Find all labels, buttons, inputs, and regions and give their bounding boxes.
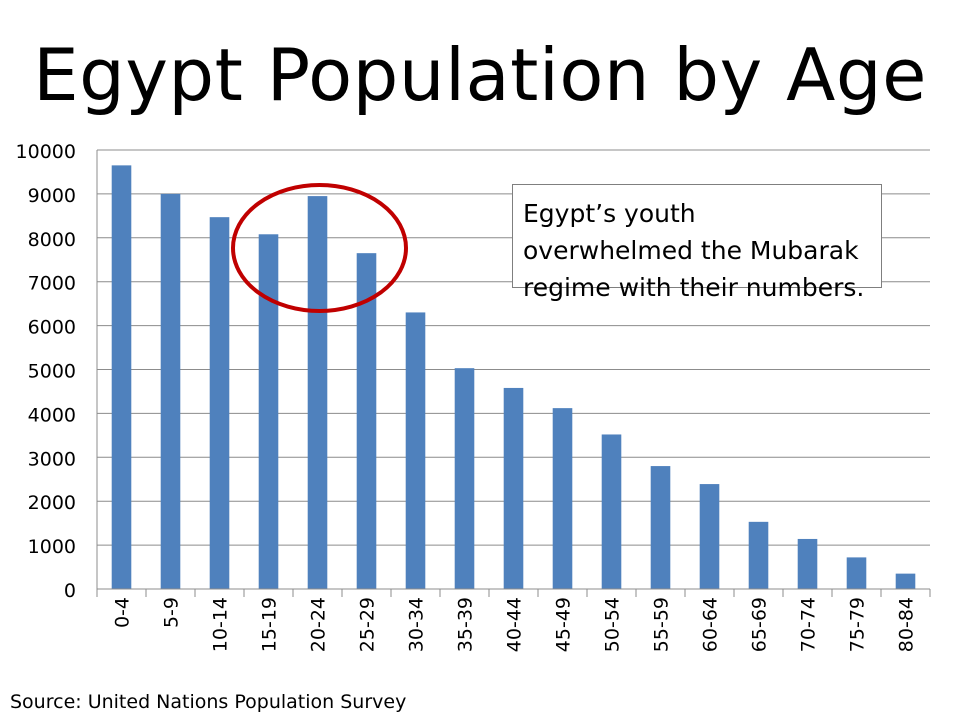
x-tick-label: 0-4 (112, 597, 134, 628)
y-tick-label: 6000 (28, 317, 76, 339)
y-tick-label: 9000 (28, 185, 76, 207)
x-tick-label: 75-79 (847, 597, 869, 652)
highlight-ellipse (231, 183, 408, 313)
bar-25-29 (356, 253, 377, 590)
y-axis-ticks: 0 1000 2000 3000 4000 5000 6000 7000 8000 9000 100… (16, 141, 76, 602)
x-tick-label: 5-9 (161, 597, 183, 628)
bar-40-44 (503, 387, 524, 589)
bar-50-54 (601, 434, 622, 589)
bar-75-79 (846, 557, 867, 589)
source-note: Source: United Nations Population Survey (10, 691, 407, 713)
y-tick-label: 3000 (28, 448, 76, 470)
x-tick-label: 40-44 (504, 597, 526, 652)
bar-60-64 (699, 484, 720, 589)
y-tick-label: 8000 (28, 229, 76, 251)
x-tick-label: 25-29 (357, 597, 379, 652)
x-tick-label: 50-54 (602, 597, 624, 652)
bar-45-49 (552, 408, 573, 589)
bar-15-19 (258, 234, 279, 589)
x-tick-label: 20-24 (308, 597, 330, 652)
slide-title: Egypt Population by Age (33, 33, 927, 117)
x-tick-label: 80-84 (896, 597, 918, 652)
bar-0-4 (111, 165, 132, 590)
y-tick-label: 2000 (28, 492, 76, 514)
bar-10-14 (209, 217, 230, 590)
bar-65-69 (748, 521, 769, 589)
x-tick-label: 60-64 (700, 597, 722, 652)
x-tick-label: 15-19 (259, 597, 281, 652)
y-tick-label: 1000 (28, 536, 76, 558)
x-tick-label: 70-74 (798, 597, 820, 652)
x-tick-label: 35-39 (455, 597, 477, 652)
bars (111, 165, 916, 590)
x-tick-label: 30-34 (406, 597, 428, 652)
bar-70-74 (797, 538, 818, 589)
x-tick-label: 45-49 (553, 597, 575, 652)
y-tick-label: 7000 (28, 273, 76, 295)
bar-5-9 (160, 193, 181, 589)
y-tick-label: 5000 (28, 361, 76, 383)
bar-30-34 (405, 312, 426, 589)
y-tick-label: 0 (64, 580, 76, 602)
bar-80-84 (895, 573, 916, 589)
bar-35-39 (454, 368, 475, 589)
x-tick-label: 65-69 (749, 597, 771, 652)
x-tick-label: 10-14 (210, 597, 232, 652)
x-tick-label: 55-59 (651, 597, 673, 652)
bar-55-59 (650, 466, 671, 589)
y-tick-label: 10000 (16, 141, 76, 163)
bar-20-24 (307, 196, 328, 589)
annotation-textbox: Egypt’s youth overwhelmed the Mubarak re… (512, 184, 882, 302)
x-axis-ticks: 0-4 5-9 10-14 15-19 20-24 25-29 30-34 35-39 40-4… (96, 589, 931, 652)
y-tick-label: 4000 (28, 404, 76, 426)
